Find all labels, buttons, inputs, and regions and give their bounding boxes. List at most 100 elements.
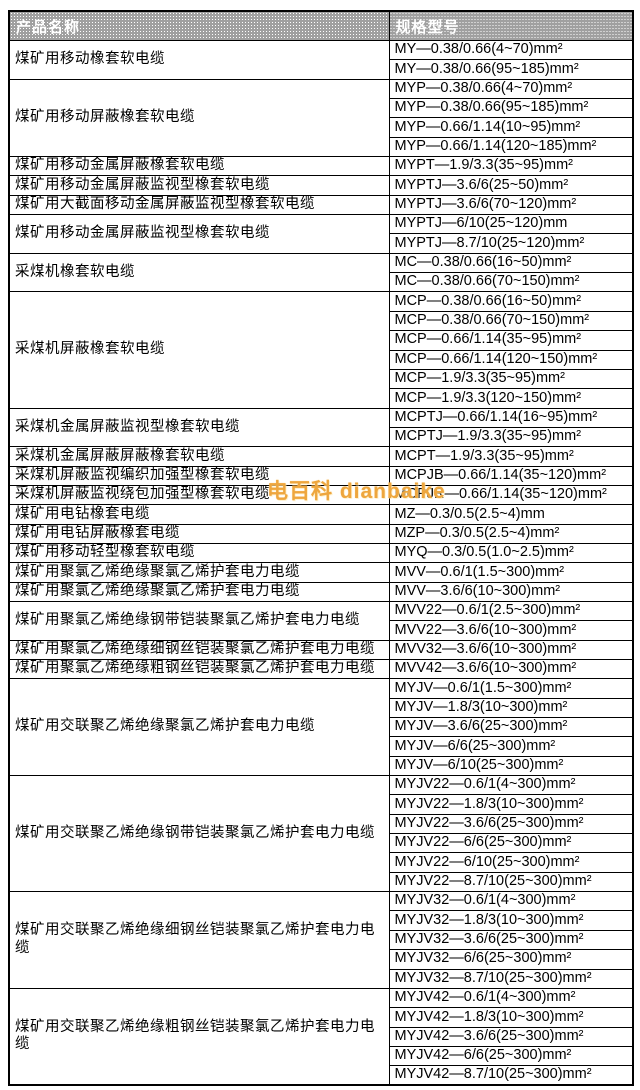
- product-name-cell: 煤矿用聚氯乙烯绝缘聚氯乙烯护套电力电缆: [8, 581, 390, 602]
- spec-model-cell: MYJV22—8.7/10(25~300)mm²: [388, 871, 634, 893]
- product-name-cell: 采煤机屏蔽橡套软电缆: [8, 291, 390, 409]
- table-header-row: 产品名称 规格型号: [8, 10, 634, 41]
- table-row: MCP—0.66/1.14(120~150)mm²: [9, 349, 634, 370]
- table-row: 煤矿用移动轻型橡套软电缆 MYQ—0.3/0.5(1.0~2.5)mm²: [8, 542, 634, 564]
- spec-model-cell: MZ—0.3/0.5(2.5~4)mm: [388, 504, 634, 525]
- spec-model-cell: MVV32—3.6/6(10~300)mm²: [388, 639, 634, 661]
- table-row: MYJV42—1.8/3(10~300)mm²: [9, 1007, 634, 1028]
- table-row: 采煤机屏蔽监视绕包加强型橡套软电缆 MCPJR—0.66/1.14(35~120)…: [8, 484, 634, 506]
- spec-model-cell: MCPTJ—0.66/1.14(16~95)mm²: [388, 407, 634, 428]
- table-body: 煤矿用移动橡套软电缆 MY—0.38/0.66(4~70)mm² MY—0.38/0…: [8, 39, 634, 1086]
- product-name-cell: 煤矿用电钻屏蔽橡套电缆: [8, 523, 390, 544]
- spec-model-cell: MYJV22—6/10(25~300)mm²: [388, 852, 634, 873]
- table-row: 煤矿用大截面移动金属屏蔽监视型橡套软电缆 MYPTJ—3.6/6(70~120)m…: [8, 194, 634, 216]
- table-row: MY—0.38/0.66(95~185)mm²: [9, 59, 634, 80]
- product-name-cell: 煤矿用交联聚乙烯绝缘粗钢丝铠装聚氯乙烯护套电力电缆: [8, 987, 390, 1086]
- spec-model-cell: MYJV—0.6/1(1.5~300)mm²: [388, 678, 634, 699]
- product-name-cell: 煤矿用聚氯乙烯绝缘细钢丝铠装聚氯乙烯护套电力电缆: [8, 639, 390, 661]
- spec-model-cell: MZP—0.3/0.5(2.5~4)mm²: [388, 523, 634, 544]
- spec-model-cell: MYJV32—0.6/1(4~300)mm²: [388, 891, 634, 912]
- table-row: MYJV22—6/6(25~300)mm²: [9, 833, 634, 854]
- table-row: MYJV22—8.7/10(25~300)mm²: [9, 871, 634, 893]
- spec-model-cell: MYQ—0.3/0.5(1.0~2.5)mm²: [388, 542, 634, 564]
- col-header-product-name: 产品名称: [8, 10, 390, 41]
- product-name-cell: 采煤机屏蔽监视绕包加强型橡套软电缆: [8, 484, 390, 506]
- product-name-cell: 煤矿用移动金属屏蔽橡套软电缆: [8, 156, 390, 177]
- table-row: 煤矿用交联聚乙烯绝缘聚氯乙烯护套电力电缆 MYJV—0.6/1(1.5~300)m…: [8, 678, 634, 777]
- spec-model-cell: MVV—0.6/1(1.5~300)mm²: [388, 562, 634, 583]
- spec-model-cell: MYJV32—1.8/3(10~300)mm²: [388, 910, 634, 931]
- spec-model-cell: MCP—0.38/0.66(70~150)mm²: [388, 310, 634, 332]
- table-row: MVV22—3.6/6(10~300)mm²: [9, 620, 634, 641]
- product-name-cell: 煤矿用移动轻型橡套软电缆: [8, 542, 390, 564]
- spec-model-cell: MYP—0.66/1.14(10~95)mm²: [388, 117, 634, 138]
- spec-model-cell: MCPT—1.9/3.3(35~95)mm²: [388, 446, 634, 467]
- product-name-cell: 煤矿用聚氯乙烯绝缘聚氯乙烯护套电力电缆: [8, 562, 390, 583]
- product-name-cell: 煤矿用移动金属屏蔽监视型橡套软电缆: [8, 214, 390, 254]
- table-row: 煤矿用聚氯乙烯绝缘细钢丝铠装聚氯乙烯护套电力电缆 MVV32—3.6/6(10~3…: [8, 639, 634, 661]
- table-row: MYJV22—6/10(25~300)mm²: [9, 852, 634, 873]
- spec-model-cell: MYJV22—3.6/6(25~300)mm²: [388, 813, 634, 835]
- spec-model-cell: MY—0.38/0.66(95~185)mm²: [388, 59, 634, 80]
- product-name-cell: 煤矿用交联聚乙烯绝缘钢带铠装聚氯乙烯护套电力电缆: [8, 775, 390, 893]
- spec-model-cell: MYPTJ—3.6/6(70~120)mm²: [388, 194, 634, 216]
- table-row: 煤矿用聚氯乙烯绝缘粗钢丝铠装聚氯乙烯护套电力电缆 MVV42—3.6/6(10~3…: [8, 658, 634, 680]
- spec-model-cell: MCP—1.9/3.3(35~95)mm²: [388, 368, 634, 390]
- table-row: MYJV22—1.8/3(10~300)mm²: [9, 794, 634, 815]
- col-header-spec-model: 规格型号: [388, 10, 634, 41]
- product-name-cell: 采煤机屏蔽监视编织加强型橡套软电缆: [8, 465, 390, 486]
- table-row: 煤矿用聚氯乙烯绝缘聚氯乙烯护套电力电缆 MVV—0.6/1(1.5~300)mm²: [8, 562, 634, 583]
- table-row: 煤矿用交联聚乙烯绝缘细钢丝铠装聚氯乙烯护套电力电缆 MYJV32—0.6/1(4~…: [8, 891, 634, 989]
- spec-model-cell: MVV22—0.6/1(2.5~300)mm²: [388, 600, 634, 622]
- spec-model-cell: MYJV42—6/6(25~300)mm²: [388, 1045, 634, 1067]
- spec-model-cell: MYJV22—6/6(25~300)mm²: [388, 833, 634, 854]
- spec-model-cell: MCPTJ—1.9/3.3(35~95)mm²: [388, 426, 634, 448]
- spec-model-cell: MYJV22—0.6/1(4~300)mm²: [388, 775, 634, 796]
- spec-model-cell: MYJV42—1.8/3(10~300)mm²: [388, 1007, 634, 1028]
- spec-model-cell: MCP—0.66/1.14(35~95)mm²: [388, 330, 634, 351]
- product-name-cell: 煤矿用交联聚乙烯绝缘细钢丝铠装聚氯乙烯护套电力电缆: [8, 891, 390, 989]
- table-row: MYJV—1.8/3(10~300)mm²: [9, 697, 634, 719]
- spec-model-cell: MYJV—6/6(25~300)mm²: [388, 736, 634, 757]
- spec-model-cell: MYJV—6/10(25~300)mm²: [388, 755, 634, 777]
- table-row: 采煤机金属屏蔽屏蔽橡套软电缆 MCPT—1.9/3.3(35~95)mm²: [8, 446, 634, 467]
- spec-model-cell: MYPTJ—8.7/10(25~120)mm²: [388, 233, 634, 254]
- spec-model-cell: MCP—0.38/0.66(16~50)mm²: [388, 291, 634, 312]
- spec-model-cell: MC—0.38/0.66(70~150)mm²: [388, 272, 634, 293]
- table-row: 采煤机屏蔽橡套软电缆 MCP—0.38/0.66(16~50)mm²: [8, 291, 634, 409]
- table-row: MYP—0.38/0.66(95~185)mm²: [9, 98, 634, 119]
- product-name-cell: 煤矿用聚氯乙烯绝缘钢带铠装聚氯乙烯护套电力电缆: [8, 600, 390, 641]
- spec-model-cell: MYP—0.38/0.66(95~185)mm²: [388, 98, 634, 119]
- table-row: 煤矿用聚氯乙烯绝缘聚氯乙烯护套电力电缆 MVV—3.6/6(10~300)mm²: [8, 581, 634, 602]
- product-name-cell: 煤矿用移动金属屏蔽监视型橡套软电缆: [8, 175, 390, 196]
- table-row: MYJV42—8.7/10(25~300)mm²: [9, 1065, 634, 1086]
- product-name-cell: 煤矿用电钻橡套电缆: [8, 504, 390, 525]
- table-row: 采煤机屏蔽监视编织加强型橡套软电缆 MCPJB—0.66/1.14(35~120)…: [8, 465, 634, 486]
- spec-model-cell: MYP—0.66/1.14(120~185)mm²: [388, 136, 634, 158]
- spec-model-cell: MYJV32—8.7/10(25~300)mm²: [388, 968, 634, 989]
- spec-model-cell: MYJV—3.6/6(25~300)mm²: [388, 717, 634, 738]
- spec-model-cell: MCPJB—0.66/1.14(35~120)mm²: [388, 465, 634, 486]
- spec-model-cell: MYP—0.38/0.66(4~70)mm²: [388, 78, 634, 100]
- spec-model-cell: MYJV32—3.6/6(25~300)mm²: [388, 929, 634, 951]
- spec-model-cell: MYJV32—6/6(25~300)mm²: [388, 949, 634, 970]
- product-name-cell: 煤矿用交联聚乙烯绝缘聚氯乙烯护套电力电缆: [8, 678, 390, 777]
- table-row: 煤矿用电钻屏蔽橡套电缆 MZP—0.3/0.5(2.5~4)mm²: [8, 523, 634, 544]
- spec-model-cell: MYJV42—3.6/6(25~300)mm²: [388, 1026, 634, 1047]
- spec-model-cell: MYJV42—0.6/1(4~300)mm²: [388, 987, 634, 1009]
- spec-model-cell: MVV42—3.6/6(10~300)mm²: [388, 658, 634, 680]
- table-row: 采煤机橡套软电缆 MC—0.38/0.66(16~50)mm²: [8, 252, 634, 293]
- spec-model-cell: MVV—3.6/6(10~300)mm²: [388, 581, 634, 602]
- product-name-cell: 煤矿用聚氯乙烯绝缘粗钢丝铠装聚氯乙烯护套电力电缆: [8, 658, 390, 680]
- spec-model-cell: MYJV42—8.7/10(25~300)mm²: [388, 1065, 634, 1086]
- table-row: MYJV32—1.8/3(10~300)mm²: [9, 910, 634, 931]
- spec-model-cell: MYPT—1.9/3.3(35~95)mm²: [388, 156, 634, 177]
- product-name-cell: 采煤机橡套软电缆: [8, 252, 390, 293]
- table-row: MYPTJ—8.7/10(25~120)mm²: [9, 233, 634, 254]
- spec-model-cell: MYPTJ—6/10(25~120)mm: [388, 214, 634, 235]
- table-row: MCP—1.9/3.3(35~95)mm²: [9, 368, 634, 390]
- spec-model-cell: MCPJR—0.66/1.14(35~120)mm²: [388, 484, 634, 506]
- table-row: MYJV—6/10(25~300)mm²: [9, 755, 634, 777]
- table-row: 煤矿用移动橡套软电缆 MY—0.38/0.66(4~70)mm²: [8, 39, 634, 80]
